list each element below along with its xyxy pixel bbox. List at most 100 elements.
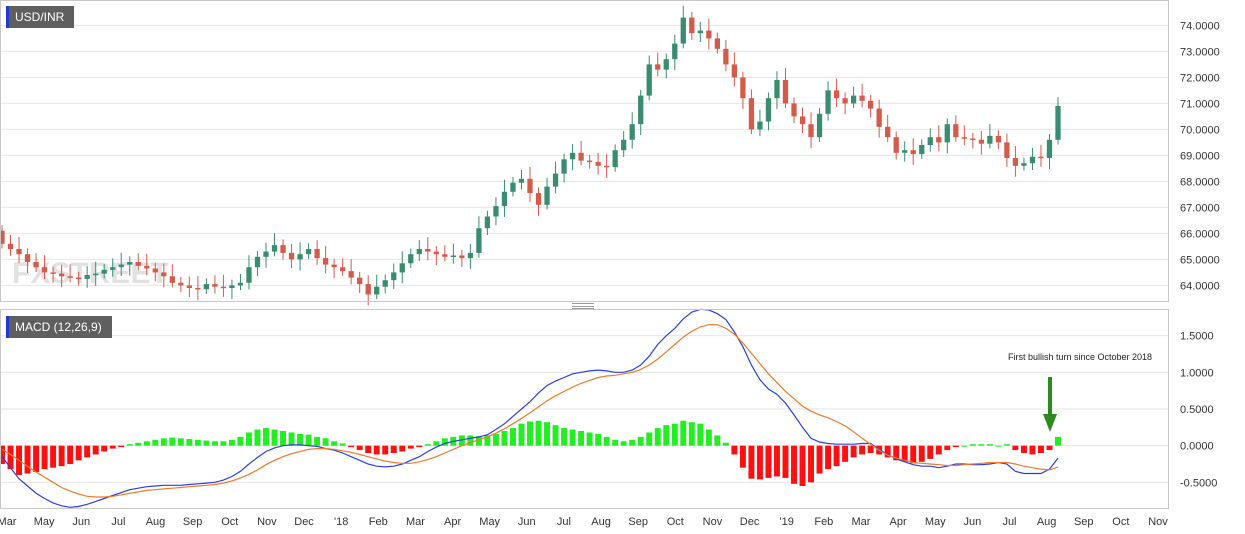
candle-body [731,64,738,78]
histogram-bar [799,445,806,486]
macd-grid [0,335,1168,483]
candle-body [535,193,542,205]
histogram-bar [109,445,116,449]
histogram-bar [884,445,891,458]
histogram-bar [237,436,244,446]
candle-body [970,138,976,140]
candle-body [433,251,439,255]
histogram-bar [509,428,516,446]
time-tick-label: Nov [703,516,723,528]
pane-resize-handle[interactable] [572,303,594,309]
histogram-bar [24,445,31,474]
histogram-bar [399,445,406,452]
histogram-bar [484,435,491,446]
candle-body [697,30,703,34]
candle-body [1055,106,1061,140]
candle-body [655,64,661,70]
candle-body [118,264,124,268]
candle-body [24,254,31,262]
histogram-bar [186,439,193,446]
histogram-bar [169,437,176,446]
candle-body [638,95,644,125]
candle-body [782,80,789,104]
macd-tick-label: 1.5000 [1180,331,1214,343]
candle-body [927,137,933,145]
candle-body [740,77,746,99]
candle-body [910,150,916,155]
histogram-bar [467,435,474,446]
candle-body [850,95,857,104]
histogram-bar [697,423,704,446]
candle-body [646,64,652,96]
candle-body [229,285,235,288]
candle-body [382,280,388,287]
candle-body [110,267,116,270]
histogram-bar [910,445,917,464]
macd-tick-label: 1.0000 [1180,367,1214,379]
candle-body [868,100,874,109]
histogram-bar [629,439,636,446]
histogram-bar [407,445,414,449]
candle-body [612,150,618,168]
histogram-bar [135,442,142,446]
candle-body [1029,156,1036,164]
price-tick-label: 68.0000 [1180,176,1220,188]
time-tick-label: Sep [183,516,203,528]
candle-body [1038,156,1044,159]
price-tick-label: 74.0000 [1180,20,1220,32]
candle-body [212,284,218,287]
candle-body [1004,142,1010,158]
candle-body [714,38,720,49]
histogram-bar [118,445,125,448]
candle-body [169,276,175,283]
histogram-bar [475,436,482,446]
histogram-bar [1037,445,1044,453]
time-tick-label: Aug [146,516,166,528]
histogram-bar [84,445,91,458]
macd-line [1,308,1059,508]
candle-body [919,145,925,155]
histogram-bar [620,441,627,446]
time-tick-label: Jun [963,516,981,528]
histogram-bar [356,445,363,451]
histogram-bar [637,436,644,446]
arrow-head [1043,414,1057,432]
histogram-bar [927,445,934,459]
price-tick-label: 64.0000 [1180,280,1220,292]
histogram-bar [1046,445,1053,451]
signal-line [1,324,1059,498]
candle-body [544,186,550,205]
candle-body [161,272,167,277]
time-tick-label: Mar [851,516,870,528]
histogram-bar [995,445,1002,447]
time-tick-label: Feb [814,516,833,528]
macd-histogram [0,420,1061,486]
histogram-bar [578,431,585,446]
candle-body [978,139,984,144]
histogram-bar [552,425,559,446]
histogram-bar [808,445,815,483]
histogram-bar [825,445,832,470]
time-tick-label: Mar [406,516,425,528]
candle-body [859,95,865,101]
macd-lines [1,308,1059,508]
time-axis: Mar May Jun Jul Aug Sep Oct Nov Dec '18 Feb Mar Apr M… [0,516,1168,528]
candle-body [748,98,755,130]
candle-body [58,273,65,277]
histogram-bar [373,445,380,455]
candle-body [484,216,491,229]
histogram-bar [1029,445,1036,455]
candle-body [7,243,14,249]
histogram-bar [544,422,551,446]
histogram-bar [211,441,218,446]
time-tick-label: Sep [1074,516,1094,528]
candle-body [322,258,329,265]
candle-body [569,152,576,160]
time-tick-label: May [34,516,55,528]
candle-body [902,150,908,153]
histogram-bar [288,432,295,446]
candle-body [263,251,269,257]
macd-axis: 1.5000 1.0000 0.5000 0.0000 -0.5000 [1180,331,1217,490]
macd-tick-label: 0.5000 [1180,404,1214,416]
histogram-bar [33,445,40,473]
